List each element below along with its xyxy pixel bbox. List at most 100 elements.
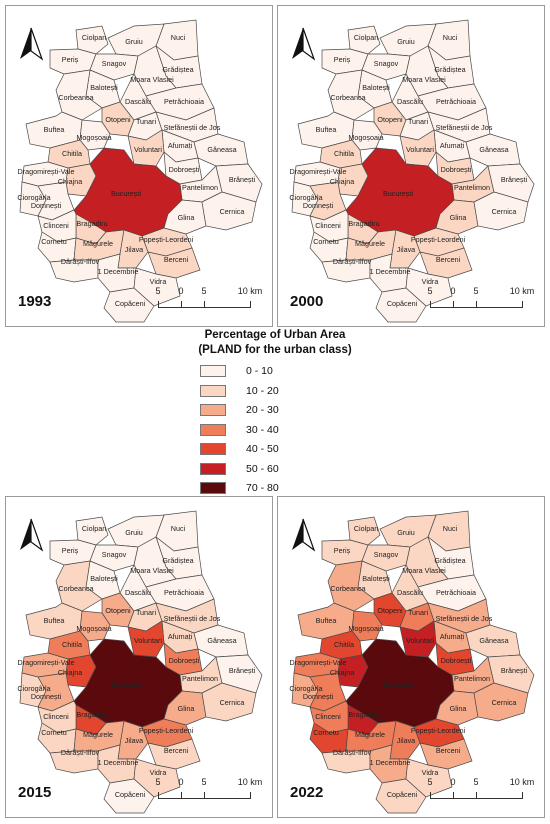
place-label-stefanesti: Ștefăneștii de Jos	[164, 614, 221, 623]
place-label-berceni: Berceni	[164, 746, 189, 755]
place-label-mogosoaia: Mogoșoaia	[76, 624, 111, 633]
place-label-popesti: Popești-Leordeni	[139, 235, 194, 244]
place-label-buftea: Buftea	[44, 616, 65, 625]
scale-tick-label: 5	[155, 777, 161, 787]
scale-bar-tick	[158, 301, 159, 308]
place-label-voluntari: Voluntari	[134, 145, 162, 154]
commune-copaceni	[375, 287, 427, 323]
place-label-gruiu: Gruiu	[125, 37, 143, 46]
place-label-berceni: Berceni	[436, 746, 461, 755]
place-label-otopeni: Otopeni	[377, 115, 403, 124]
choropleth-map-2015: Ciolpan Periș Gruiu Nuci Snagov GrădișteaMoar…	[17, 510, 263, 814]
place-label-snagov: Snagov	[102, 59, 127, 68]
commune-cernica	[201, 682, 257, 722]
place-label-moara: Moara Vlasiei	[402, 566, 446, 575]
place-label-branesti: Brănești	[229, 666, 256, 675]
legend-title-line2: (PLAND for the urban class)	[198, 344, 352, 356]
commune-cernica	[473, 191, 529, 231]
north-arrow-icon	[292, 518, 316, 552]
legend-swatch	[200, 404, 226, 416]
place-label-stefanesti: Ștefăneștii de Jos	[436, 614, 493, 623]
place-label-cernica: Cernica	[220, 698, 245, 707]
place-label-cornetu: Cornetu	[313, 237, 339, 246]
place-label-ciolpan: Ciolpan	[354, 524, 378, 533]
legend-label: 30 - 40	[246, 423, 279, 436]
map-panel-2000: Ciolpan Periș Gruiu Nuci Snagov Grădiștea Moar…	[277, 5, 545, 327]
place-label-moara: Moara Vlasiei	[130, 75, 174, 84]
legend-swatch	[200, 365, 226, 377]
place-label-glina: Glina	[450, 213, 467, 222]
map-panel-2015: Ciolpan Periș Gruiu Nuci Snagov Grădiștea Moar…	[5, 496, 273, 818]
place-label-popesti: Popești-Leordeni	[139, 726, 194, 735]
place-label-darasti: Dărăști-Ilfov	[333, 257, 372, 266]
place-label-bucuresti: București	[383, 680, 413, 689]
scale-tick-label: 5	[155, 286, 161, 296]
place-label-pantelimon: Pantelimon	[454, 674, 490, 683]
place-label-moara: Moara Vlasiei	[130, 566, 174, 575]
place-label-afumati: Afumați	[168, 141, 193, 150]
place-label-clinceni: Clinceni	[315, 221, 341, 230]
scale-tick-label: 5	[427, 286, 433, 296]
commune-corbeanca	[327, 69, 375, 121]
place-label-bucuresti: București	[111, 680, 141, 689]
place-label-otopeni: Otopeni	[377, 606, 403, 615]
commune-copaceni	[103, 287, 155, 323]
place-label-tunari: Tunari	[136, 117, 157, 126]
place-label-ganeasa: Găneasa	[207, 145, 236, 154]
commune-branesti	[215, 163, 263, 203]
place-label-ganeasa: Găneasa	[207, 636, 236, 645]
place-label-nuci: Nuci	[171, 524, 186, 533]
place-label-ciorogarla: Ciorogârla	[17, 193, 50, 202]
place-label-corbeanca: Corbeanca	[58, 93, 93, 102]
place-label-copaceni: Copăceni	[387, 790, 418, 799]
scale-tick-label: 0	[450, 777, 456, 787]
scale-tick-label: 10 km	[237, 777, 263, 787]
place-label-gruiu: Gruiu	[125, 528, 143, 537]
commune-cernica	[473, 682, 529, 722]
place-label-dobroesti: Dobroești	[441, 165, 472, 174]
place-label-domnesti: Domnești	[31, 201, 62, 210]
place-label-dascalu: Dascălu	[125, 97, 151, 106]
scale-bar-tick	[453, 792, 454, 799]
scale-bar-tick	[430, 792, 431, 799]
commune-corbeanca	[327, 560, 375, 612]
place-label-balotesti: Balotești	[362, 83, 390, 92]
place-label-corbeanca: Corbeanca	[58, 584, 93, 593]
scale-bar-tick	[158, 792, 159, 799]
place-label-copaceni: Copăceni	[115, 299, 146, 308]
place-label-voluntari: Voluntari	[406, 636, 434, 645]
place-label-dascalu: Dascălu	[125, 588, 151, 597]
place-label-ciorogarla: Ciorogârla	[17, 684, 50, 693]
scale-bar-tick	[181, 301, 182, 308]
place-label-bragadiru: Bragadiru	[76, 219, 107, 228]
place-label-nuci: Nuci	[443, 524, 458, 533]
place-label-nuci: Nuci	[443, 33, 458, 42]
scale-bar-tick	[204, 301, 205, 308]
place-label-copaceni: Copăceni	[387, 299, 418, 308]
scale-bar: 5 0 5 10 km	[150, 777, 262, 805]
place-label-bragadiru: Bragadiru	[348, 219, 379, 228]
place-label-dobroesti: Dobroești	[169, 165, 200, 174]
place-label-otopeni: Otopeni	[105, 606, 131, 615]
place-label-jilava: Jilava	[125, 736, 143, 745]
legend-label: 20 - 30	[246, 404, 279, 416]
map-year-label: 2015	[18, 784, 52, 801]
place-label-chitila: Chitila	[62, 149, 82, 158]
place-label-domnesti: Domnești	[303, 201, 334, 210]
scale-bar-tick	[453, 301, 454, 308]
map-year-label: 1993	[18, 293, 52, 310]
place-label-cornetu: Cornetu	[41, 728, 67, 737]
place-label-petrachioaia: Petrăchioaia	[436, 97, 476, 106]
commune-corbeanca	[55, 69, 103, 121]
place-label-snagov: Snagov	[102, 550, 127, 559]
place-label-corbeanca: Corbeanca	[330, 93, 365, 102]
place-label-ciolpan: Ciolpan	[354, 33, 378, 42]
scale-bar-tick	[476, 792, 477, 799]
place-label-chitila: Chitila	[334, 640, 354, 649]
place-label-chiajna: Chiajna	[330, 668, 354, 677]
place-label-bragadiru: Bragadiru	[76, 710, 107, 719]
place-label-ganeasa: Găneasa	[479, 636, 508, 645]
place-label-chiajna: Chiajna	[58, 177, 82, 186]
place-label-domnesti: Domnești	[31, 692, 62, 701]
legend-swatch	[200, 462, 226, 475]
